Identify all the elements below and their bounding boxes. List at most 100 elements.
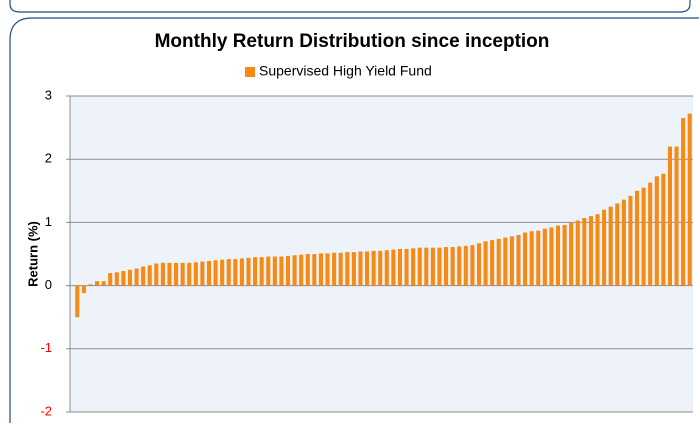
bar (687, 113, 692, 286)
bar (332, 252, 337, 286)
bar (569, 222, 574, 286)
bar (299, 254, 304, 286)
bar (444, 247, 449, 286)
bar (338, 252, 343, 286)
bar (95, 281, 100, 286)
bar (292, 255, 297, 286)
y-tick-label: 2 (45, 151, 52, 166)
bar (536, 230, 541, 286)
bar (285, 255, 291, 286)
bar (312, 254, 317, 286)
bar (575, 220, 580, 286)
bar (490, 240, 495, 286)
bar (588, 216, 593, 286)
bar (602, 209, 607, 286)
bar (160, 262, 165, 286)
bar (384, 250, 389, 286)
bar (378, 250, 383, 286)
bar (674, 146, 679, 286)
bar (213, 260, 218, 286)
bar (661, 173, 666, 286)
bar (239, 258, 244, 286)
bar (351, 252, 356, 286)
legend-label: Supervised High Yield Fund (259, 63, 432, 79)
legend-swatch (245, 67, 255, 77)
bar (220, 259, 225, 286)
bar (523, 232, 528, 286)
bar (411, 248, 416, 286)
bar (233, 259, 238, 286)
bar (75, 285, 80, 318)
bar (628, 195, 633, 286)
bar (582, 217, 587, 286)
bar (542, 228, 547, 286)
bar (391, 249, 396, 286)
chart-title: Monthly Return Distribution since incept… (155, 31, 550, 52)
bar (121, 271, 126, 286)
bar (404, 248, 409, 286)
bar (457, 246, 462, 286)
bar (549, 227, 554, 286)
bar (470, 245, 475, 286)
bar (641, 187, 646, 286)
bar (88, 284, 93, 286)
bar (503, 237, 508, 286)
bar (253, 257, 258, 286)
bar (509, 236, 514, 286)
bar (608, 206, 613, 286)
y-tick-label: 1 (45, 214, 52, 229)
bar (167, 262, 172, 286)
bar (595, 214, 600, 286)
bar (154, 263, 159, 286)
bar (654, 176, 659, 286)
bar (417, 247, 422, 286)
bar (397, 248, 403, 286)
bar (681, 118, 686, 286)
bar (174, 262, 179, 286)
bar (246, 257, 251, 286)
bar (345, 252, 350, 286)
bar (615, 203, 620, 286)
bar (305, 254, 310, 286)
bar (200, 261, 205, 286)
bar (430, 247, 435, 286)
bar (147, 265, 152, 286)
bar (108, 272, 113, 286)
bar (266, 256, 271, 286)
bar (358, 251, 363, 286)
bar (371, 250, 376, 286)
plot: -2 -1 0 1 2 3 (40, 87, 693, 418)
bar (226, 259, 231, 286)
bar (364, 251, 370, 286)
panel-border-top (9, 0, 691, 13)
bar (529, 231, 534, 286)
y-tick-label: 0 (45, 277, 52, 292)
bar (180, 262, 185, 286)
bar (496, 238, 501, 286)
y-tick-label: -2 (40, 403, 52, 418)
bar (463, 245, 468, 286)
bar (134, 268, 139, 286)
bar (621, 199, 626, 286)
bar (325, 253, 330, 286)
bar (187, 262, 192, 286)
y-axis-label: Return (%) (25, 221, 40, 287)
bar (318, 253, 323, 286)
bar (562, 224, 567, 286)
bar (206, 260, 212, 286)
bar (81, 285, 86, 294)
bar (648, 182, 653, 286)
bar (476, 243, 482, 286)
bar (667, 146, 672, 286)
bar (193, 262, 198, 286)
bar (634, 190, 640, 286)
y-tick-label: -1 (40, 340, 52, 355)
bar (424, 247, 429, 286)
bar (101, 281, 106, 286)
bar (555, 225, 561, 286)
y-tick-label: 3 (45, 87, 52, 102)
bar (127, 269, 133, 286)
bar (114, 272, 119, 286)
bar (437, 247, 442, 286)
